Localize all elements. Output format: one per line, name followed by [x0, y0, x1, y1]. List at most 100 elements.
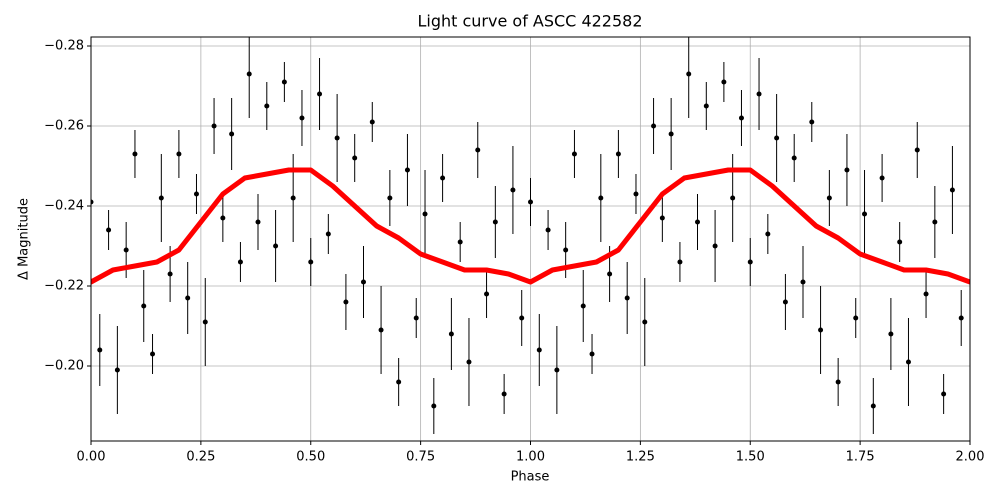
data-point [774, 135, 780, 141]
data-point [352, 155, 358, 161]
data-point [756, 91, 762, 97]
data-point [91, 199, 94, 205]
data-point [413, 315, 419, 321]
data-point [475, 147, 481, 153]
data-point [317, 91, 323, 97]
data-point [835, 379, 841, 385]
data-point [738, 115, 744, 121]
data-point [246, 71, 252, 77]
data-point [229, 131, 235, 137]
data-point [589, 351, 595, 357]
data-point [448, 331, 454, 337]
data-point [510, 187, 516, 193]
data-point [141, 303, 147, 309]
data-point [651, 123, 657, 129]
data-point [114, 367, 120, 373]
data-point [123, 247, 129, 253]
grid [90, 37, 971, 441]
data-point [150, 351, 156, 357]
data-point [422, 211, 428, 217]
data-point [853, 315, 859, 321]
data-point [378, 327, 384, 333]
data-point [870, 403, 876, 409]
data-point [431, 403, 437, 409]
data-point [484, 291, 490, 297]
data-point [923, 291, 929, 297]
data-point [255, 219, 261, 225]
data-point [264, 103, 270, 109]
x-tick-label: 0.00 [77, 450, 106, 465]
data-point [949, 187, 955, 193]
x-tick-label: 1.75 [846, 450, 875, 465]
data-point [360, 279, 366, 285]
trend-line [91, 167, 970, 285]
data-point [396, 379, 402, 385]
data-point [703, 103, 709, 109]
x-tick-label: 1.00 [516, 450, 545, 465]
data-point [325, 231, 331, 237]
x-tick-label: 1.50 [736, 450, 765, 465]
data-point [220, 215, 226, 221]
data-point [809, 119, 815, 125]
data-point [607, 271, 613, 277]
data-point [387, 195, 393, 201]
data-point [158, 195, 164, 201]
data-point [844, 167, 850, 173]
data-point [185, 295, 191, 301]
x-tick-label: 0.75 [406, 450, 435, 465]
data-point [167, 271, 173, 277]
data-point [615, 151, 621, 157]
data-point [686, 71, 692, 77]
data-point [106, 227, 112, 233]
data-point [299, 115, 305, 121]
data-point [932, 219, 938, 225]
data-point [132, 151, 138, 157]
data-point [659, 215, 665, 221]
data-point [343, 299, 349, 305]
data-point [633, 191, 639, 197]
data-point [747, 259, 753, 265]
data-point [554, 367, 560, 373]
data-point [668, 131, 674, 137]
data-point [791, 155, 797, 161]
data-point [492, 219, 498, 225]
y-tick-label: −0.26 [44, 119, 84, 134]
y-axis-label: Δ Magnitude [17, 198, 32, 280]
y-tick-label: −0.22 [44, 279, 84, 294]
plot-area [91, 37, 970, 434]
data-point [914, 147, 920, 153]
data-point [905, 359, 911, 365]
data-point [308, 259, 314, 265]
data-point [193, 191, 199, 197]
data-point [721, 79, 727, 85]
data-point [440, 175, 446, 181]
data-point [404, 167, 410, 173]
data-point [334, 135, 340, 141]
data-point [281, 79, 287, 85]
data-point [457, 239, 463, 245]
data-point [528, 199, 533, 205]
data-point [712, 243, 718, 249]
data-point [897, 239, 903, 245]
data-point [695, 219, 701, 225]
data-point [677, 259, 683, 265]
data-point [273, 243, 279, 249]
x-tick-label: 0.25 [186, 450, 215, 465]
x-tick-label: 2.00 [956, 450, 985, 465]
data-point [765, 231, 771, 237]
data-point [97, 347, 103, 353]
chart-title: Light curve of ASCC 422582 [417, 12, 642, 31]
data-point [176, 151, 182, 157]
data-point [782, 299, 788, 305]
data-point [536, 347, 542, 353]
data-point [941, 391, 947, 397]
data-point [466, 359, 472, 365]
data-point [580, 303, 586, 309]
data-point [202, 319, 208, 325]
y-tick-label: −0.28 [44, 39, 84, 54]
data-point [519, 315, 525, 321]
data-point [237, 259, 243, 265]
data-point [369, 119, 375, 125]
data-point [958, 315, 964, 321]
